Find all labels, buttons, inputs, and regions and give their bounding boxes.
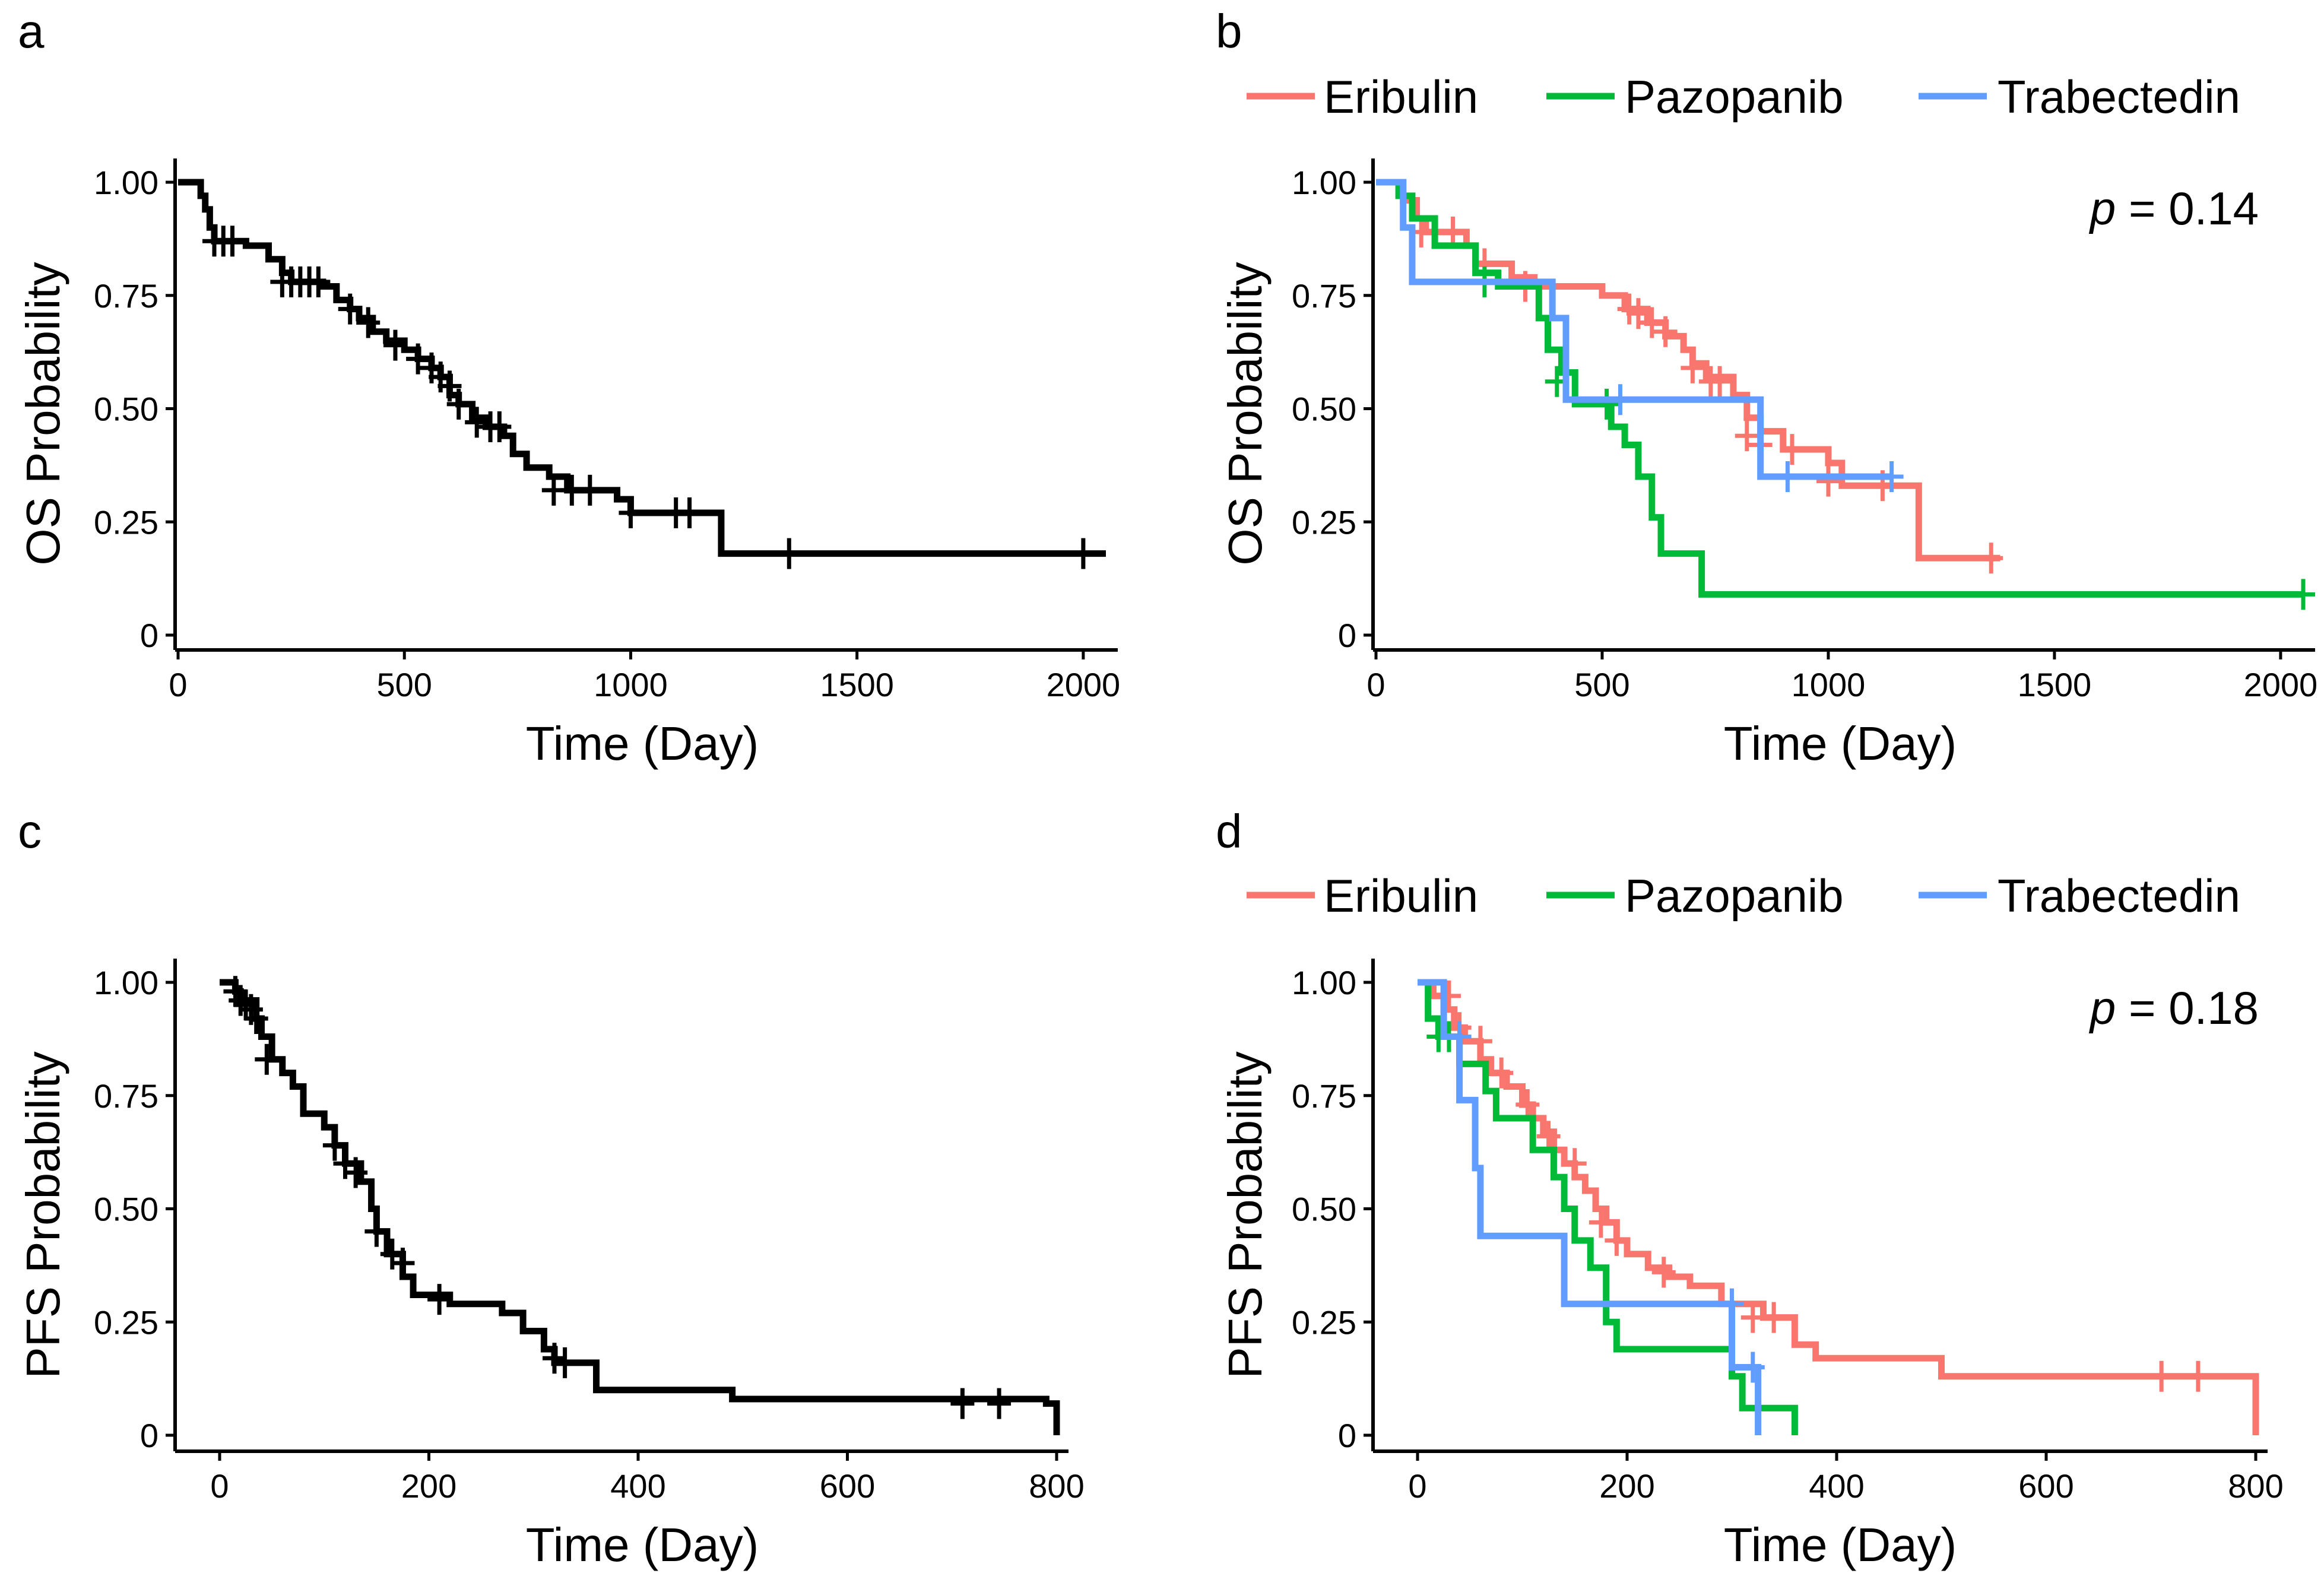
- y-tick-label-a: 1.00: [94, 164, 158, 201]
- x-tick-label-a: 0: [169, 666, 187, 703]
- axes-c: 0 0.25 0.50 0.75 1.00 0 200 400 600 800: [94, 959, 1085, 1505]
- p-value-d: p = 0.18: [2089, 982, 2259, 1034]
- x-tick-label-a: 1000: [594, 666, 668, 703]
- y-tick-label-a: 0: [140, 617, 158, 654]
- y-tick-label-d: 0: [1338, 1417, 1356, 1454]
- y-tick-label-c: 1.00: [94, 964, 158, 1001]
- x-tick-label-a: 2000: [1047, 666, 1121, 703]
- x-tick-label-d: 600: [2018, 1467, 2073, 1505]
- y-tick-label-a: 0.50: [94, 391, 158, 428]
- censor-marks-trabectedin-d: [1447, 1021, 1765, 1383]
- p-value-symbol-d: p: [2089, 982, 2116, 1034]
- censor-marks-trabectedin-b: [1608, 384, 1904, 492]
- panel-letter-c: c: [18, 805, 42, 858]
- legend-label-trabectedin: Trabectedin: [1998, 71, 2240, 123]
- axes-d: 0 0.25 0.50 0.75 1.00 0 200 400 600 800: [1292, 959, 2284, 1505]
- km-curve-overall-a: [178, 179, 1106, 557]
- axes-b: 0 0.25 0.50 0.75 1.00 0 500 1000 1500 2000: [1292, 158, 2317, 703]
- y-tick-label-c: 0.50: [94, 1191, 158, 1228]
- x-tick-label-c: 600: [820, 1467, 875, 1505]
- x-axis-title-b: Time (Day): [1724, 717, 1957, 770]
- y-axis-title-b: OS Probability: [1219, 262, 1272, 565]
- x-tick-label-d: 800: [2228, 1467, 2283, 1505]
- axes-a: 0 0.25 0.50 0.75 1.00 0 500 1000 1500 2000: [94, 158, 1120, 703]
- km-curve-overall-c: [220, 979, 1060, 1435]
- y-axis-title-c: PFS Probability: [17, 1051, 69, 1378]
- x-tick-label-b: 1000: [1792, 666, 1866, 703]
- x-tick-label-d: 200: [1599, 1467, 1654, 1505]
- x-axis-title-c: Time (Day): [526, 1518, 759, 1571]
- plot-area-a: [178, 179, 1106, 569]
- panel-b-os-by-drug: b Eribulin Pazopanib Trabectedin p = 0.1…: [1216, 5, 2317, 770]
- km-curve-trabectedin-b: [1376, 179, 1892, 480]
- plot-area-d: [1418, 979, 2259, 1435]
- km-curve-pazopanib-b: [1376, 179, 2303, 598]
- y-tick-label-b: 0: [1338, 617, 1356, 654]
- panel-d-pfs-by-drug: d Eribulin Pazopanib Trabectedin p = 0.1…: [1216, 805, 2284, 1571]
- censor-marks-pazopanib-b: [1472, 266, 2315, 610]
- y-tick-label-b: 1.00: [1292, 164, 1356, 201]
- km-curve-eribulin-d: [1418, 979, 2259, 1435]
- x-tick-label-c: 800: [1029, 1467, 1084, 1505]
- y-axis-title-a: OS Probability: [17, 262, 69, 565]
- y-tick-label-a: 0.75: [94, 277, 158, 315]
- y-tick-label-d: 1.00: [1292, 964, 1356, 1001]
- y-tick-label-d: 0.50: [1292, 1191, 1356, 1228]
- panel-letter-a: a: [18, 5, 45, 58]
- x-tick-label-d: 400: [1809, 1467, 1864, 1505]
- censor-marks-eribulin-b: [1409, 216, 2003, 574]
- y-tick-label-b: 0.75: [1292, 277, 1356, 315]
- y-tick-label-c: 0.25: [94, 1303, 158, 1341]
- x-tick-label-a: 1500: [820, 666, 894, 703]
- panel-c-pfs-overall: c PFS Probability Time (Day) 0 0.25 0.50 0.…: [17, 805, 1085, 1571]
- p-value-text-b: = 0.14: [2116, 182, 2259, 234]
- x-tick-label-b: 2000: [2244, 666, 2318, 703]
- y-tick-label-d: 0.75: [1292, 1077, 1356, 1115]
- y-tick-label-c: 0.75: [94, 1077, 158, 1115]
- panel-letter-b: b: [1216, 5, 1242, 58]
- censor-marks-overall-c: [223, 976, 1012, 1419]
- panel-letter-d: d: [1216, 805, 1242, 858]
- x-tick-label-c: 200: [401, 1467, 456, 1505]
- x-axis-title-d: Time (Day): [1724, 1518, 1957, 1571]
- x-tick-label-c: 400: [610, 1467, 665, 1505]
- p-value-b: p = 0.14: [2089, 182, 2259, 234]
- x-tick-label-c: 0: [210, 1467, 229, 1505]
- plot-area-c: [220, 976, 1060, 1435]
- legend-label-pazopanib: Pazopanib: [1625, 71, 1844, 123]
- y-tick-label-c: 0: [140, 1417, 158, 1454]
- censor-marks-eribulin-d: [1437, 980, 2210, 1392]
- p-value-text-d: = 0.18: [2116, 982, 2259, 1034]
- legend-label-eribulin: Eribulin: [1324, 71, 1478, 123]
- y-tick-label-b: 0.50: [1292, 391, 1356, 428]
- legend-label-trabectedin: Trabectedin: [1998, 870, 2240, 922]
- panel-a-os-overall: a OS Probability Time (Day) 0 0.25 0.50 0.7…: [17, 5, 1120, 770]
- y-tick-label-d: 0.25: [1292, 1303, 1356, 1341]
- p-value-symbol-b: p: [2089, 182, 2116, 234]
- legend-b: Eribulin Pazopanib Trabectedin: [1247, 71, 2240, 123]
- legend-label-pazopanib: Pazopanib: [1625, 870, 1844, 922]
- censor-marks-overall-a: [202, 226, 1095, 569]
- y-tick-label-a: 0.25: [94, 503, 158, 541]
- km-curve-trabectedin-d: [1418, 979, 1762, 1435]
- legend-label-eribulin: Eribulin: [1324, 870, 1478, 922]
- x-tick-label-a: 500: [377, 666, 432, 703]
- y-tick-label-b: 0.25: [1292, 503, 1356, 541]
- x-tick-label-b: 500: [1574, 666, 1629, 703]
- x-tick-label-b: 1500: [2018, 666, 2092, 703]
- legend-d: Eribulin Pazopanib Trabectedin: [1247, 870, 2240, 922]
- x-tick-label-b: 0: [1367, 666, 1385, 703]
- y-axis-title-d: PFS Probability: [1219, 1051, 1272, 1378]
- x-axis-title-a: Time (Day): [526, 717, 759, 770]
- plot-area-b: [1376, 179, 2315, 610]
- x-tick-label-d: 0: [1408, 1467, 1426, 1505]
- km-curve-eribulin-b: [1376, 179, 2000, 562]
